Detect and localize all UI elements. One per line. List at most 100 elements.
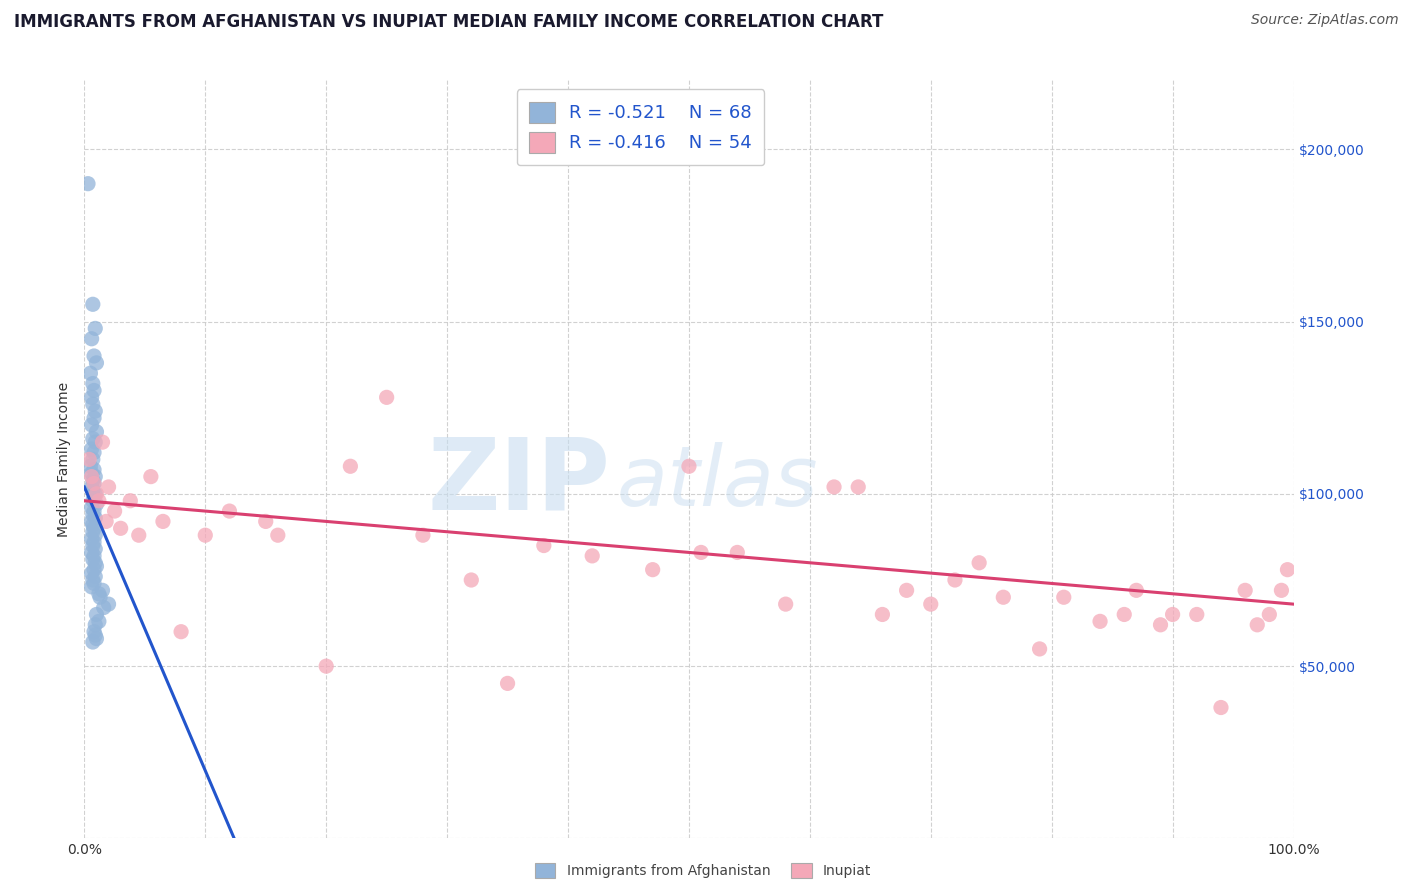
Point (128, 528, 150, 542)
Point (1258, 607, 1281, 622)
Point (1246, 617, 1268, 632)
Point (77, 177, 100, 191)
Point (896, 583, 918, 598)
Point (993, 591, 1015, 605)
Point (1185, 607, 1208, 622)
Point (110, 521, 132, 535)
Point (80, 545, 103, 559)
Point (84, 404, 107, 418)
Point (86, 607, 108, 622)
Point (84, 569, 107, 583)
Point (84, 556, 107, 570)
Point (89, 591, 111, 605)
Text: atlas: atlas (616, 442, 818, 523)
Point (315, 659, 337, 673)
Point (84, 321, 107, 335)
Point (84, 435, 107, 450)
Point (152, 515, 174, 529)
Point (496, 676, 519, 690)
Point (97, 597, 120, 611)
Point (1277, 563, 1299, 577)
Point (82, 473, 104, 487)
Point (80, 469, 103, 483)
Point (86, 497, 108, 511)
Y-axis label: Median Family Income: Median Family Income (58, 382, 72, 537)
Point (97, 480, 120, 494)
Point (86, 356, 108, 370)
Point (82, 483, 104, 498)
Point (80, 442, 103, 456)
Point (1270, 583, 1292, 598)
Legend: Immigrants from Afghanistan, Inupiat: Immigrants from Afghanistan, Inupiat (527, 856, 879, 885)
Point (80, 580, 103, 594)
Point (83, 349, 105, 363)
Point (1088, 615, 1111, 629)
Point (83, 504, 105, 518)
Point (83, 624, 105, 639)
Text: IMMIGRANTS FROM AFGHANISTAN VS INUPIAT MEDIAN FAMILY INCOME CORRELATION CHART: IMMIGRANTS FROM AFGHANISTAN VS INUPIAT M… (14, 13, 883, 31)
Point (91, 583, 114, 598)
Point (83, 463, 105, 477)
Point (943, 573, 966, 587)
Point (82, 508, 104, 522)
Point (86, 487, 108, 501)
Point (80, 566, 103, 581)
Point (87, 493, 110, 508)
Point (82, 432, 104, 446)
Point (80, 500, 103, 515)
Point (80, 417, 103, 432)
Point (77, 452, 100, 467)
Point (460, 573, 482, 587)
Legend: R = -0.521    N = 68, R = -0.416    N = 54: R = -0.521 N = 68, R = -0.416 N = 54 (516, 89, 765, 165)
Point (82, 573, 104, 587)
Point (267, 528, 290, 542)
Point (86, 559, 108, 574)
Point (93, 600, 115, 615)
Point (823, 480, 845, 494)
Point (412, 528, 434, 542)
Point (83, 476, 105, 491)
Point (80, 480, 103, 494)
Point (1209, 700, 1232, 714)
Point (1114, 607, 1136, 622)
Point (1053, 591, 1076, 605)
Point (1149, 617, 1171, 632)
Point (1125, 583, 1147, 598)
Point (194, 528, 217, 542)
Point (83, 411, 105, 425)
Point (82, 524, 104, 539)
Point (87, 587, 110, 601)
Text: Source: ZipAtlas.com: Source: ZipAtlas.com (1251, 13, 1399, 28)
Point (84, 528, 107, 542)
Point (139, 469, 162, 483)
Point (84, 617, 107, 632)
Point (83, 521, 105, 535)
Point (91, 435, 114, 450)
Point (83, 491, 105, 505)
Point (846, 480, 869, 494)
Point (84, 541, 107, 556)
Point (86, 632, 108, 646)
Point (79, 366, 101, 380)
Point (581, 549, 603, 563)
Point (86, 425, 108, 439)
Point (83, 535, 105, 549)
Point (339, 459, 361, 474)
Point (120, 493, 142, 508)
Point (82, 397, 104, 411)
Point (678, 459, 700, 474)
Point (170, 624, 193, 639)
Point (84, 628, 107, 642)
Point (775, 597, 797, 611)
Point (641, 563, 664, 577)
Point (218, 504, 240, 518)
Point (84, 487, 107, 501)
Point (1161, 607, 1184, 622)
Point (83, 384, 105, 398)
Point (83, 549, 105, 563)
Point (84, 511, 107, 525)
Text: ZIP: ZIP (427, 434, 610, 531)
Point (83, 576, 105, 591)
Point (82, 517, 104, 532)
Point (94, 515, 117, 529)
